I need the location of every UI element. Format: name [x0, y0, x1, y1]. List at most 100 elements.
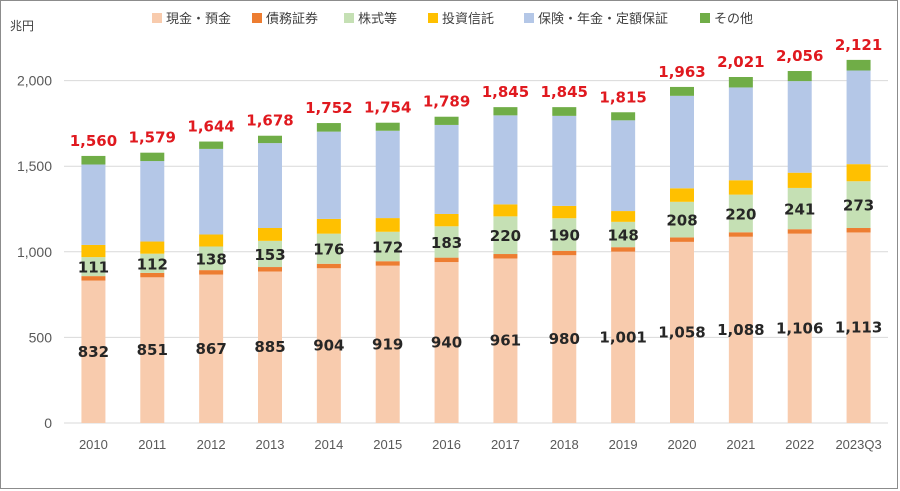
- bar-segment: [140, 242, 164, 254]
- bar-segment: [729, 87, 753, 180]
- bar-segment: [670, 188, 694, 202]
- data-label: 904: [313, 337, 344, 355]
- bar-segment: [199, 149, 223, 235]
- data-label: 172: [372, 238, 403, 256]
- x-tick-label: 2010: [79, 437, 108, 452]
- total-label: 2,021: [717, 53, 764, 71]
- data-label: 1,088: [717, 321, 764, 339]
- legend-label: 投資信託: [442, 11, 494, 27]
- bar-segment: [729, 232, 753, 236]
- data-label: 940: [431, 334, 462, 352]
- total-label: 1,815: [599, 88, 646, 106]
- bar-segment: [317, 123, 341, 132]
- bar-segment: [376, 261, 400, 265]
- bar-segment: [317, 132, 341, 219]
- bar-segment: [552, 107, 576, 116]
- data-label: 148: [607, 227, 638, 245]
- data-label: 851: [137, 341, 168, 359]
- legend-label: 株式等: [358, 11, 397, 27]
- data-label: 208: [666, 212, 697, 230]
- bar-segment: [376, 123, 400, 131]
- x-tick-label: 2019: [609, 437, 638, 452]
- bar-segment: [670, 96, 694, 188]
- bar-segment: [493, 107, 517, 115]
- total-label: 1,644: [187, 118, 234, 136]
- bar-segment: [376, 131, 400, 218]
- x-tick-label: 2015: [373, 437, 402, 452]
- bar-segment: [493, 115, 517, 204]
- bar-segment: [81, 164, 105, 244]
- bar-segment: [317, 219, 341, 234]
- total-label: 1,845: [482, 83, 529, 101]
- stacked-bar-chart: 05001,0001,5002,000兆円8321111,56020108511…: [0, 0, 900, 491]
- legend-label: 債務証券: [266, 11, 318, 27]
- y-tick-label: 500: [29, 329, 53, 345]
- bar-segment: [258, 136, 282, 143]
- data-label: 1,058: [658, 323, 705, 341]
- x-tick-label: 2020: [668, 437, 697, 452]
- legend-swatch: [344, 13, 354, 23]
- y-unit-label: 兆円: [10, 19, 34, 33]
- bar-segment: [729, 180, 753, 194]
- data-label: 183: [431, 234, 462, 252]
- bar-segment: [788, 71, 812, 81]
- data-label: 1,113: [835, 319, 882, 337]
- data-label: 241: [784, 201, 815, 219]
- data-label: 112: [137, 255, 168, 273]
- bar-segment: [376, 218, 400, 232]
- data-label: 111: [78, 259, 109, 277]
- total-label: 1,754: [364, 99, 411, 117]
- bar-segment: [140, 153, 164, 161]
- bar-segment: [199, 235, 223, 247]
- total-label: 1,560: [70, 132, 117, 150]
- data-label: 138: [195, 250, 226, 268]
- y-tick-label: 2,000: [17, 73, 52, 89]
- x-tick-label: 2011: [138, 437, 166, 452]
- bar-segment: [847, 228, 871, 232]
- data-label: 885: [254, 338, 285, 356]
- bar-segment: [435, 214, 459, 226]
- x-tick-label: 2016: [432, 437, 461, 452]
- bar-segment: [670, 237, 694, 241]
- legend-swatch: [152, 13, 162, 23]
- data-label: 220: [490, 227, 521, 245]
- x-tick-label: 2017: [491, 437, 520, 452]
- data-label: 980: [549, 330, 580, 348]
- legend-label: その他: [714, 12, 753, 27]
- x-tick-label: 2014: [314, 437, 343, 452]
- bar-segment: [493, 204, 517, 216]
- x-tick-label: 2018: [550, 437, 579, 452]
- x-tick-label: 2023Q3: [835, 437, 881, 452]
- bar-segment: [611, 120, 635, 211]
- legend-label: 現金・預金: [166, 11, 231, 27]
- total-label: 1,789: [423, 93, 470, 111]
- bar-segment: [847, 164, 871, 181]
- bar-segment: [258, 228, 282, 241]
- bar-segment: [552, 116, 576, 206]
- data-label: 832: [78, 343, 109, 361]
- data-label: 1,001: [599, 328, 646, 346]
- bar-segment: [435, 117, 459, 125]
- bar-segment: [81, 276, 105, 280]
- bar-segment: [552, 251, 576, 255]
- bar-segment: [258, 267, 282, 271]
- bar-segment: [317, 264, 341, 268]
- y-tick-label: 1,500: [17, 158, 52, 174]
- bar-segment: [788, 81, 812, 173]
- data-label: 919: [372, 335, 403, 353]
- bar-segment: [199, 142, 223, 149]
- x-tick-label: 2021: [726, 437, 755, 452]
- bar-segment: [140, 161, 164, 241]
- bar-segment: [611, 112, 635, 120]
- bar-segment: [611, 211, 635, 222]
- data-label: 220: [725, 205, 756, 223]
- x-tick-label: 2012: [197, 437, 226, 452]
- total-label: 2,056: [776, 47, 823, 65]
- y-tick-label: 0: [44, 415, 52, 431]
- bar-segment: [611, 247, 635, 251]
- total-label: 1,845: [541, 83, 588, 101]
- data-label: 1,106: [776, 319, 823, 337]
- data-label: 867: [195, 340, 226, 358]
- bar-segment: [847, 70, 871, 164]
- total-label: 1,678: [246, 112, 293, 130]
